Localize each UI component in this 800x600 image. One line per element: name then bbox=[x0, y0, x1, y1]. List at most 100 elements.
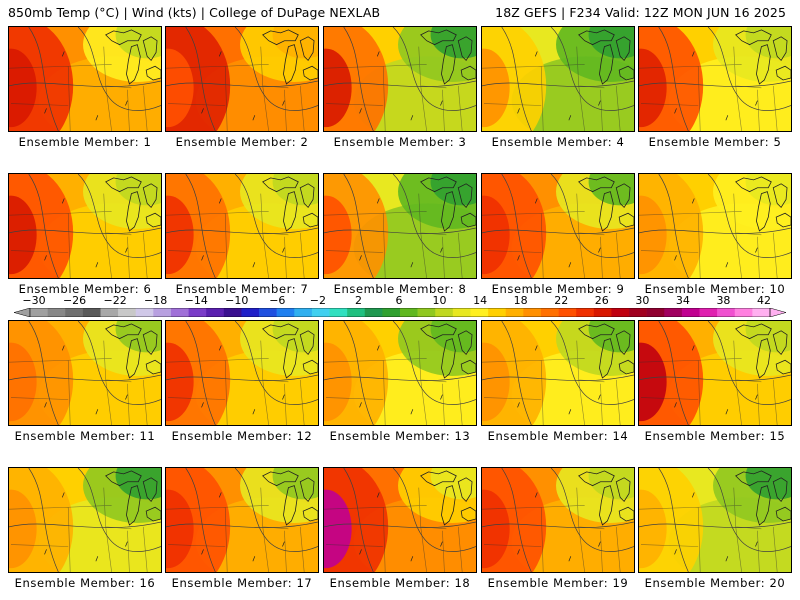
height-contour bbox=[639, 374, 791, 381]
height-contour bbox=[392, 27, 476, 111]
ensemble-map-panel bbox=[165, 26, 319, 132]
colorbar-segment bbox=[523, 308, 542, 317]
ensemble-map-panel bbox=[8, 320, 162, 426]
colorbar-segment bbox=[206, 308, 225, 317]
colorbar-segment bbox=[329, 308, 348, 317]
colorbar-segment bbox=[188, 308, 207, 317]
state-borders bbox=[166, 193, 305, 278]
colorbar-segment bbox=[364, 308, 383, 317]
temperature-field-northeast-core bbox=[745, 321, 791, 353]
height-contour bbox=[9, 80, 161, 87]
ensemble-map-panel bbox=[165, 467, 319, 573]
height-contour bbox=[185, 27, 216, 131]
ensemble-map-panel bbox=[323, 467, 477, 573]
great-lakes-outline bbox=[578, 470, 634, 526]
colorbar-tick-label: −14 bbox=[184, 294, 208, 307]
temperature-map bbox=[166, 468, 318, 572]
colorbar-segment bbox=[382, 308, 401, 317]
wind-barbs bbox=[359, 198, 443, 268]
ensemble-member-label: Ensemble Member: 11 bbox=[14, 429, 156, 443]
colorbar-tick-label: 22 bbox=[554, 294, 569, 307]
state-borders bbox=[639, 193, 778, 278]
ensemble-member-label: Ensemble Member: 19 bbox=[487, 576, 629, 590]
ensemble-map-panel bbox=[323, 320, 477, 426]
temperature-field-northeast-core bbox=[115, 321, 161, 353]
great-lakes-outline bbox=[735, 29, 791, 85]
chart-title: 850mb Temp (°C) | Wind (kts) | College o… bbox=[8, 5, 381, 20]
colorbar-segment bbox=[294, 308, 313, 317]
colorbar-tick-label: 30 bbox=[635, 294, 650, 307]
wind-barbs bbox=[517, 492, 601, 562]
height-contour bbox=[166, 521, 318, 528]
great-lakes-outline bbox=[578, 29, 634, 85]
state-borders bbox=[639, 487, 778, 572]
ensemble-member-label: Ensemble Member: 10 bbox=[644, 282, 786, 296]
temperature-field-northeast-core bbox=[588, 174, 634, 206]
height-contour bbox=[234, 468, 318, 552]
great-lakes-outline bbox=[420, 29, 476, 85]
colorbar-tick-labels: −30 −26 −22 −18 −14 −10 −6 −2 2 6 10 14 18 22 26 30 34 38… bbox=[0, 294, 800, 308]
great-lakes-outline bbox=[105, 323, 161, 379]
wind-barbs bbox=[201, 345, 285, 415]
ensemble-map-panel bbox=[8, 173, 162, 279]
height-contour bbox=[324, 521, 476, 528]
ensemble-member-label: Ensemble Member: 14 bbox=[487, 429, 629, 443]
wind-barbs bbox=[517, 51, 601, 121]
state-borders bbox=[166, 46, 305, 131]
ensemble-map-panel bbox=[481, 467, 635, 573]
height-contour bbox=[707, 27, 791, 111]
colorbar-tick-label: 10 bbox=[432, 294, 447, 307]
height-contour bbox=[343, 321, 374, 425]
temperature-field-northeast-core bbox=[430, 468, 476, 500]
height-contour bbox=[501, 27, 532, 131]
temperature-field-northeast-core bbox=[430, 174, 476, 206]
height-contour bbox=[550, 27, 634, 111]
height-contour bbox=[639, 80, 791, 87]
colorbar-segment bbox=[505, 308, 524, 317]
ensemble-member-label: Ensemble Member: 20 bbox=[644, 576, 786, 590]
state-borders bbox=[324, 46, 463, 131]
ensemble-map-panel bbox=[165, 173, 319, 279]
colorbar-high-arrow bbox=[769, 308, 786, 317]
colorbar-tick-label: 34 bbox=[675, 294, 690, 307]
height-contour bbox=[77, 468, 161, 552]
great-lakes-outline bbox=[578, 323, 634, 379]
colorbar-segment bbox=[540, 308, 559, 317]
wind-barbs bbox=[44, 51, 128, 121]
great-lakes-outline bbox=[420, 323, 476, 379]
height-contour bbox=[707, 174, 791, 258]
temperature-field-northeast-core bbox=[588, 27, 634, 59]
wind-barbs bbox=[44, 198, 128, 268]
colorbar-outline bbox=[29, 308, 771, 317]
ensemble-member-label: Ensemble Member: 2 bbox=[175, 135, 309, 149]
height-contour bbox=[185, 468, 216, 572]
ensemble-map-panel bbox=[165, 320, 319, 426]
ensemble-member-label: Ensemble Member: 4 bbox=[491, 135, 625, 149]
wind-barbs bbox=[517, 198, 601, 268]
wind-barbs bbox=[674, 198, 758, 268]
great-lakes-outline bbox=[262, 176, 318, 232]
height-contour bbox=[550, 174, 634, 258]
temperature-map bbox=[324, 321, 476, 425]
temperature-field-northeast-core bbox=[115, 174, 161, 206]
temperature-map bbox=[639, 27, 791, 131]
height-contour bbox=[28, 468, 59, 572]
great-lakes-outline bbox=[420, 176, 476, 232]
colorbar-tick-label: −26 bbox=[62, 294, 87, 307]
ensemble-member-label: Ensemble Member: 1 bbox=[18, 135, 152, 149]
height-contour bbox=[77, 321, 161, 405]
ensemble-map-panel bbox=[638, 467, 792, 573]
temperature-map bbox=[166, 27, 318, 131]
model-run-valid-time: 18Z GEFS | F234 Valid: 12Z MON JUN 16 20… bbox=[495, 5, 786, 20]
colorbar-segment bbox=[611, 308, 630, 317]
ensemble-member-label: Ensemble Member: 13 bbox=[329, 429, 471, 443]
height-contour bbox=[77, 174, 161, 258]
wind-barbs bbox=[44, 345, 128, 415]
colorbar-segment bbox=[629, 308, 647, 317]
colorbar-segment bbox=[576, 308, 595, 317]
height-contour bbox=[658, 174, 689, 278]
wind-barbs bbox=[201, 51, 285, 121]
temperature-map bbox=[482, 174, 634, 278]
colorbar-segment bbox=[347, 308, 366, 317]
colorbar-segment bbox=[135, 308, 154, 317]
